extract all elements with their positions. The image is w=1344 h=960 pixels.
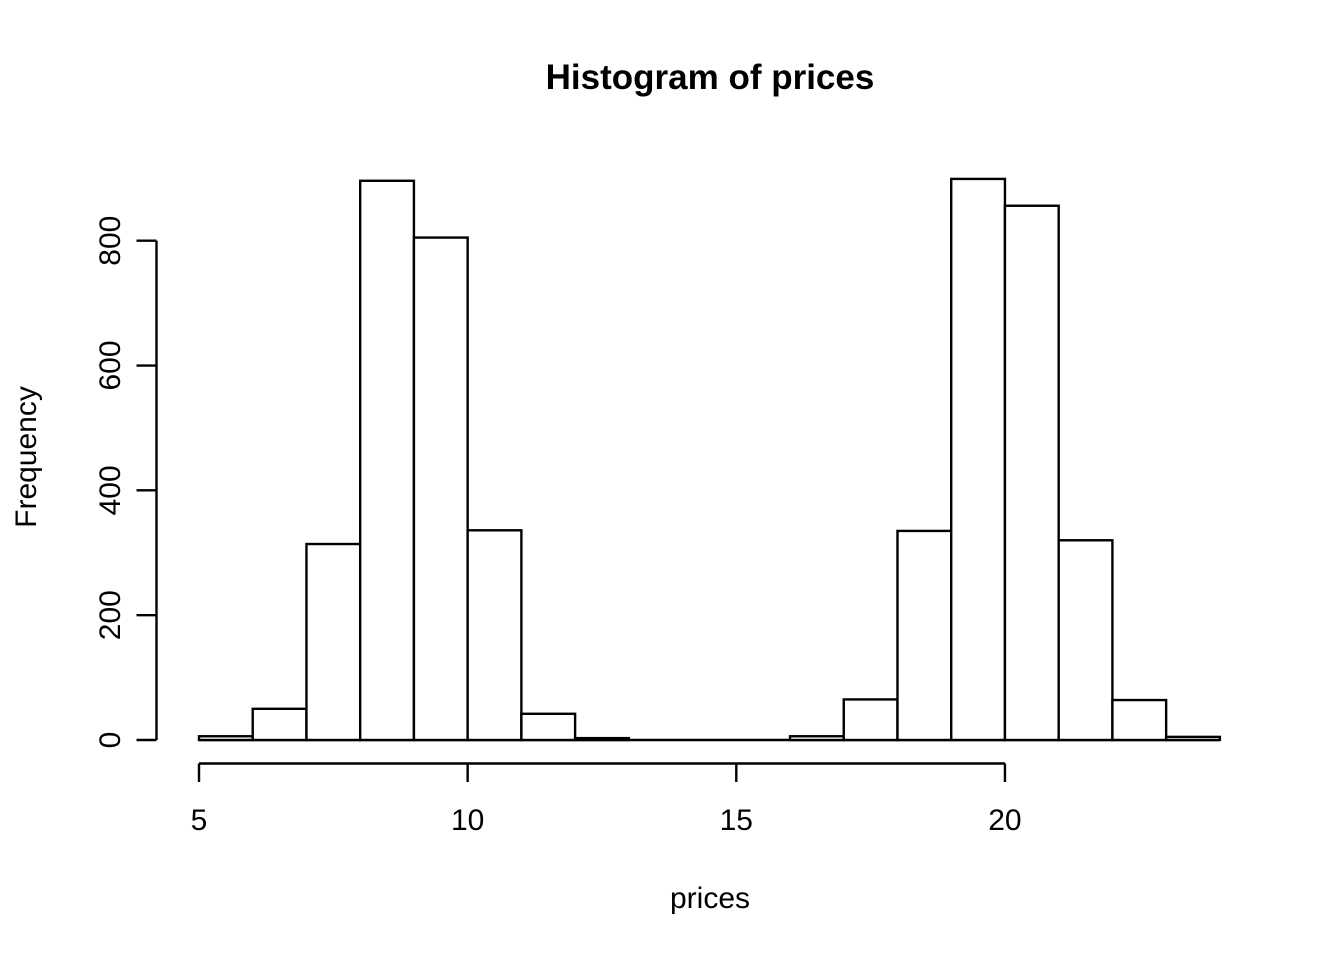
histogram-bar (412, 236, 469, 742)
y-tick-label: 800 (94, 216, 127, 266)
x-axis-label: prices (670, 882, 750, 915)
histogram-bar (520, 712, 577, 742)
histogram-bar (896, 529, 953, 742)
chart-title: Histogram of prices (546, 58, 875, 97)
histogram-bar (197, 735, 254, 742)
histogram-bar (1003, 204, 1060, 742)
histogram-bar (1111, 698, 1168, 742)
x-tick-label: 20 (988, 804, 1021, 837)
histogram-bar (842, 698, 899, 742)
histogram-bar (1164, 735, 1222, 742)
y-axis-label: Frequency (10, 386, 43, 528)
axes-group: 0 200 400 600 800 5 10 15 20 (94, 216, 1022, 837)
histogram-bar (950, 177, 1007, 742)
histogram-bar (1057, 539, 1114, 742)
histogram-bar (358, 179, 416, 742)
histogram-bar (788, 735, 845, 742)
x-tick-label: 15 (720, 804, 753, 837)
x-tick-label: 5 (191, 804, 208, 837)
histogram-bar (466, 529, 523, 742)
y-tick-label: 0 (94, 732, 127, 749)
histogram-bar (305, 542, 362, 742)
y-tick-label: 200 (94, 590, 127, 640)
bars-group (197, 177, 1222, 742)
y-tick-label: 400 (94, 465, 127, 515)
histogram-bar (573, 736, 631, 742)
y-tick-label: 600 (94, 340, 127, 390)
x-tick-label: 10 (451, 804, 484, 837)
histogram-bar (251, 707, 308, 742)
